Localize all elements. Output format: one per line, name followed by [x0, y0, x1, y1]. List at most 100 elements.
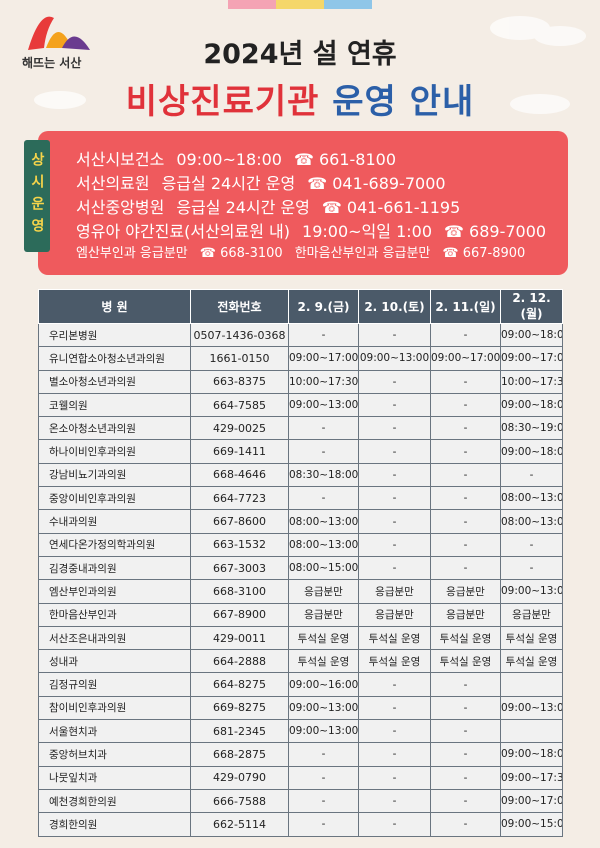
- phone: 668-2875: [190, 742, 289, 767]
- hours: -: [358, 719, 431, 744]
- phone: 667-8900: [190, 602, 289, 627]
- info-text: 응급실 24시간 운영: [176, 198, 310, 217]
- column-header: 2. 10.(토): [358, 289, 431, 324]
- clouds: [34, 16, 586, 114]
- hours: -: [288, 416, 359, 441]
- hours: -: [430, 509, 501, 534]
- info-text: 한마음산부인과 응급분만: [294, 246, 431, 261]
- hours: -: [430, 392, 501, 418]
- table-row: 한마음산부인과 667-8900 응급분만 응급분만 응급분만 응급분만: [38, 602, 563, 627]
- hours: -: [430, 486, 501, 511]
- phone: 663-8375: [190, 369, 289, 394]
- hours: 투석실 운영: [288, 625, 359, 651]
- hours: 응급분만: [430, 602, 501, 627]
- hours: 투석실 운영: [500, 625, 563, 651]
- table-row: 서산조은내과의원 429-0011 투석실 운영 투석실 운영 투석실 운영 투석실 운영: [38, 625, 563, 651]
- hours: -: [430, 672, 501, 697]
- hospital-name: 코웰의원: [38, 392, 191, 418]
- hours: 09:00~13:00: [500, 579, 563, 604]
- subtitle: 비상진료기관 운영 안내: [0, 74, 600, 123]
- hours: 투석실 운영: [358, 649, 431, 674]
- hospital-name: 김경중내과의원: [38, 555, 191, 581]
- table-row: 서울현치과 681-2345 09:00~13:00- -: [38, 719, 563, 744]
- info-line: 엠산부인과 응급분만 ☎ 668-3100 한마음산부인과 응급분만 ☎ 667-89…: [76, 242, 558, 266]
- header-row: 병 원 전화번호 2. 9.(금) 2. 10.(토) 2. 11.(일) 2. 12.(…: [38, 289, 563, 324]
- hours: -: [288, 322, 359, 348]
- hours: 응급분만: [430, 579, 501, 604]
- phone: 664-2888: [190, 649, 289, 674]
- info-text: 19:00~익일 1:00: [302, 222, 433, 241]
- hospital-name: 서울현치과: [38, 719, 191, 744]
- hours: 08:30~18:00: [288, 462, 359, 488]
- info-line: 서산중앙병원 응급실 24시간 운영 ☎ 041-661-1195: [76, 194, 558, 218]
- tab: [228, 0, 276, 9]
- hours: -: [288, 486, 359, 511]
- hours: -: [288, 812, 359, 837]
- hours: 투석실 운영: [358, 625, 431, 651]
- hours: 응급분만: [358, 602, 431, 627]
- hours: 08:30~19:00: [500, 416, 563, 441]
- hours: 응급분만: [288, 579, 359, 604]
- hours: 09:00~13:00: [288, 695, 359, 721]
- info-text: ☎ 668-3100: [199, 246, 283, 261]
- hospital-name: 경희한의원: [38, 812, 191, 837]
- hours: -: [358, 672, 431, 697]
- info-line: 서산의료원 응급실 24시간 운영 ☎ 041-689-7000: [76, 170, 558, 194]
- phone: 667-8600: [190, 509, 289, 534]
- hours: 08:00~13:00: [288, 509, 359, 534]
- info-text: 영유아 야간진료(서산의료원 내): [76, 222, 291, 241]
- hospital-name: 서산조은내과의원: [38, 625, 191, 651]
- hours: -: [430, 462, 501, 488]
- phone: 666-7588: [190, 788, 289, 814]
- phone: 0507-1436-0368: [190, 322, 289, 348]
- phone: 668-3100: [190, 579, 289, 604]
- table-row: 유니연합소아청소년과의원 1661-0150 09:00~17:00 09:00~13…: [38, 346, 563, 371]
- hours: -: [288, 765, 359, 790]
- hours: -: [358, 462, 431, 488]
- hours: 09:00~13:00: [288, 392, 359, 418]
- phone: 662-5114: [190, 812, 289, 837]
- column-header: 병 원: [38, 289, 191, 324]
- phone: 1661-0150: [190, 346, 289, 371]
- hours: 응급분만: [288, 602, 359, 627]
- table-row: 김경중내과의원 667-3003 08:00~15:00- - -: [38, 555, 563, 581]
- hours: -: [358, 439, 431, 464]
- hours: 10:00~17:30: [500, 369, 563, 394]
- hours: -: [358, 369, 431, 394]
- hours: 08:00~13:00: [500, 509, 563, 534]
- info-text: ☎ 041-661-1195: [321, 198, 461, 217]
- subtitle-blue: 운영 안내: [332, 82, 475, 122]
- phone: 429-0025: [190, 416, 289, 441]
- hours: 응급분만: [500, 602, 563, 627]
- hours: 09:00~13:00: [288, 719, 359, 744]
- hospital-name: 중앙허브치과: [38, 742, 191, 767]
- hospital-name: 우리본병원: [38, 322, 191, 348]
- always-open-lines: 서산시보건소 09:00~18:00 ☎ 661-8100 서산의료원 응급실 24시간…: [76, 146, 558, 266]
- hospital-name: 유니연합소아청소년과의원: [38, 346, 191, 371]
- logo-shape: [28, 16, 54, 50]
- info-text: ☎ 667-8900: [442, 246, 526, 261]
- hours: 09:00~15:00: [500, 812, 563, 837]
- side-label: 상시운영: [24, 140, 50, 252]
- hours: -: [358, 695, 431, 721]
- info-line: 영유아 야간진료(서산의료원 내) 19:00~익일 1:00 ☎ 689-7000: [76, 218, 558, 242]
- table-row: 김정규의원 664-8275 09:00~16:00- -: [38, 672, 563, 697]
- always-open-box: [38, 131, 568, 275]
- hours: -: [288, 788, 359, 814]
- hours: 투석실 운영: [430, 649, 501, 674]
- hours: [500, 719, 563, 744]
- tab: [324, 0, 372, 9]
- hours: 09:00~16:00: [288, 672, 359, 697]
- hospital-name: 연세다온가정의학과의원: [38, 532, 191, 557]
- tab: [276, 0, 324, 9]
- hours: -: [358, 742, 431, 767]
- hours: -: [358, 532, 431, 557]
- hours: -: [358, 322, 431, 348]
- hospital-name: 하나이비인후과의원: [38, 439, 191, 464]
- column-header: 2. 9.(금): [288, 289, 359, 324]
- hours: -: [430, 765, 501, 790]
